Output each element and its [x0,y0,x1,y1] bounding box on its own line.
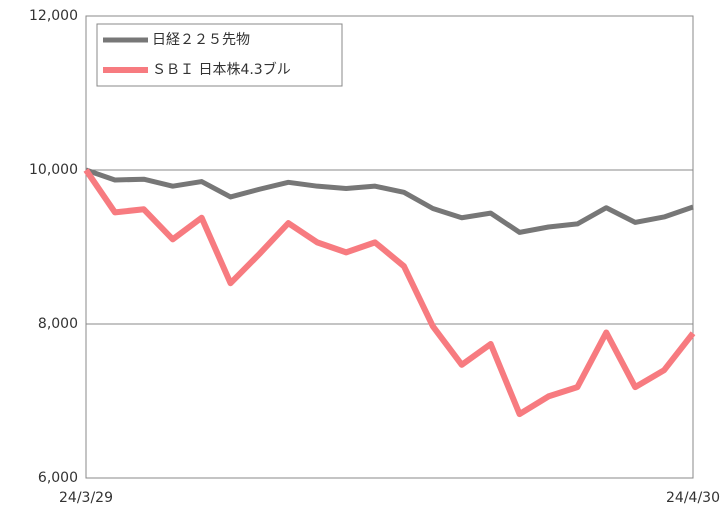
line-series [83,168,696,418]
y-tick-label: 12,000 [29,8,78,24]
legend-box [96,23,343,87]
y-tick-label: 10,000 [29,162,78,178]
x-tick-label: 24/3/29 [59,490,113,506]
x-tick-label: 24/4/30 [666,490,720,506]
y-tick-label: 6,000 [38,470,78,486]
line-series [85,167,694,235]
y-tick-label: 8,000 [38,316,78,332]
legend-label: 日経２２５先物 [152,32,250,48]
legend-label: ＳＢＩ 日本株4.3ブル [152,61,291,78]
